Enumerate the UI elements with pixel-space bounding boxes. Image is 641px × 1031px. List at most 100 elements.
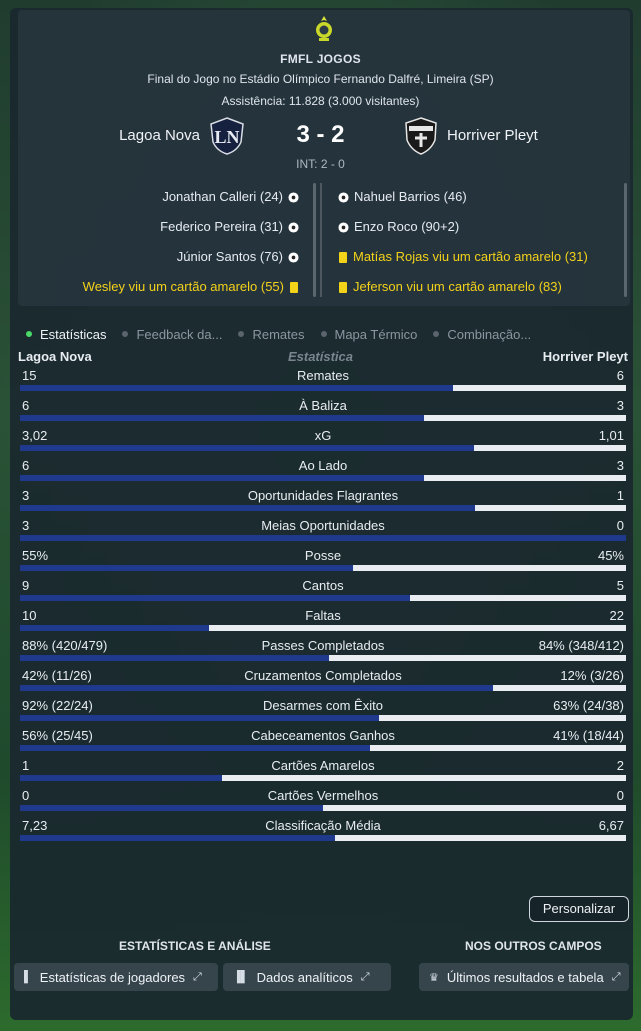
yellow-card-icon xyxy=(339,251,347,263)
tab-feedback[interactable]: Feedback da... xyxy=(122,327,222,342)
stat-label: Cabeceamentos Ganhos xyxy=(251,728,395,743)
stats-column-middle: Estatística xyxy=(287,349,354,364)
stat-away-value: 45% xyxy=(597,548,624,563)
tab-heatmap[interactable]: Mapa Térmico xyxy=(320,327,417,342)
yellow-card-icon xyxy=(339,281,347,293)
tab-label: Estatísticas xyxy=(40,326,107,342)
stat-bar xyxy=(20,685,626,691)
event-yellow-card[interactable]: Matías Rojas viu um cartão amarelo (31) xyxy=(333,242,588,272)
stat-row: 88% (420/479) Passes Completados 84% (348/… xyxy=(20,636,626,666)
home-crest-icon[interactable]: LN xyxy=(207,116,247,156)
tab-shots[interactable]: Remates xyxy=(238,327,305,342)
stat-away-value: 6,67 xyxy=(598,818,624,833)
stat-label: Classificação Média xyxy=(265,818,381,833)
stat-bar-home-fill xyxy=(20,775,222,781)
ball-icon xyxy=(288,221,299,233)
event-text: Nahuel Barrios (46) xyxy=(354,189,467,204)
event-goal[interactable]: Federico Pereira (31) xyxy=(83,212,304,242)
stat-home-value: 3,02 xyxy=(22,428,48,443)
tab-dot-icon xyxy=(238,331,245,337)
external-link-icon: ⤢ xyxy=(360,970,370,983)
stat-label: Faltas xyxy=(305,608,341,623)
event-goal[interactable]: Enzo Roco (90+2) xyxy=(333,212,588,242)
stat-bar xyxy=(20,505,626,511)
stat-home-value: 42% (11/26) xyxy=(22,668,92,683)
stat-label: À Baliza xyxy=(299,398,347,413)
stats-column-home: Lagoa Nova xyxy=(18,349,92,364)
stat-bar xyxy=(20,715,626,721)
stats-table: 15 Remates 6 6 À Baliza 3 3,02 xG 1,01 6 Ao Lado 3 3… xyxy=(20,366,626,846)
event-text: Enzo Roco (90+2) xyxy=(354,219,460,234)
venue-text: Final do Jogo no Estádio Olímpico Fernan… xyxy=(147,72,494,86)
event-text: Jonathan Calleri (24) xyxy=(162,189,283,204)
event-goal[interactable]: Júnior Santos (76) xyxy=(83,242,304,272)
stat-bar xyxy=(20,445,626,451)
stat-away-value: 2 xyxy=(616,758,624,773)
event-yellow-card[interactable]: Jeferson viu um cartão amarelo (83) xyxy=(333,272,588,302)
latest-results-button[interactable]: ♛ Últimos resultados e tabela ⤢ xyxy=(419,963,629,991)
stat-bar xyxy=(20,535,626,541)
stat-bar-home-fill xyxy=(20,595,410,601)
external-link-icon: ⤢ xyxy=(193,970,202,983)
stat-away-value: 0 xyxy=(616,518,624,533)
stat-home-value: 3 xyxy=(22,488,30,503)
stats-tabs: Estatísticas Feedback da... Remates Mapa… xyxy=(18,318,630,350)
stat-row: 0 Cartões Vermelhos 0 xyxy=(20,786,626,816)
event-text: Jeferson viu um cartão amarelo (83) xyxy=(353,279,562,294)
stat-row: 42% (11/26) Cruzamentos Completados 12% (3… xyxy=(20,666,626,696)
stat-home-value: 9 xyxy=(22,578,30,593)
player-stats-label: Estatísticas de jogadores xyxy=(39,969,186,985)
stat-bar xyxy=(20,625,626,631)
stat-home-value: 7,23 xyxy=(22,818,48,833)
ball-icon xyxy=(338,221,349,233)
event-text: Federico Pereira (31) xyxy=(160,219,283,234)
customize-button[interactable]: Personalizar xyxy=(529,896,629,922)
stat-home-value: 88% (420/479) xyxy=(22,638,108,653)
stat-row: 3 Oportunidades Flagrantes 1 xyxy=(20,486,626,516)
stat-bar xyxy=(20,565,626,571)
stat-away-value: 6 xyxy=(616,368,624,383)
svg-text:LN: LN xyxy=(214,127,239,147)
stat-away-value: 63% (24/38) xyxy=(553,698,624,713)
tab-statistics[interactable]: Estatísticas xyxy=(26,327,106,342)
stat-bar xyxy=(20,775,626,781)
stat-bar xyxy=(20,595,626,601)
stat-bar-home-fill xyxy=(20,505,475,511)
home-team-name[interactable]: Lagoa Nova xyxy=(119,127,200,144)
stat-away-value: 12% (3/26) xyxy=(560,668,624,683)
away-crest-icon[interactable] xyxy=(401,116,441,156)
stat-home-value: 15 xyxy=(22,368,37,383)
ball-icon xyxy=(288,191,299,203)
section-title-analysis: ESTATÍSTICAS E ANÁLISE xyxy=(119,939,271,953)
tab-combination[interactable]: Combinação... xyxy=(433,327,531,342)
tab-dot-icon xyxy=(433,331,440,337)
stat-home-value: 56% (25/45) xyxy=(22,728,93,743)
halftime-score: INT: 2 - 0 xyxy=(296,157,345,171)
stat-bar-home-fill xyxy=(20,445,474,451)
stat-row: 6 Ao Lado 3 xyxy=(20,456,626,486)
stat-label: Posse xyxy=(304,548,342,563)
external-link-icon: ⤢ xyxy=(611,970,621,983)
event-goal[interactable]: Jonathan Calleri (24) xyxy=(83,182,304,212)
event-yellow-card[interactable]: Wesley viu um cartão amarelo (55) xyxy=(83,272,304,302)
player-stats-button[interactable]: ▌ Estatísticas de jogadores ⤢ xyxy=(14,963,218,991)
analytics-button[interactable]: ▐▌ Dados analíticos ⤢ xyxy=(223,963,391,991)
event-text: Matías Rojas viu um cartão amarelo (31) xyxy=(353,249,588,264)
stat-bar-home-fill xyxy=(20,655,330,661)
stat-label: Desarmes com Êxito xyxy=(263,698,383,713)
home-events-scrollbar[interactable] xyxy=(313,183,316,297)
away-events-scrollbar[interactable] xyxy=(624,183,627,297)
tab-dot-icon xyxy=(122,331,129,337)
stat-row: 9 Cantos 5 xyxy=(20,576,626,606)
stat-away-value: 84% (348/412) xyxy=(538,638,624,653)
stat-bar xyxy=(20,475,626,481)
competition-logo-icon xyxy=(316,16,332,41)
stats-column-away: Horriver Pleyt xyxy=(542,349,628,364)
stat-home-value: 55% xyxy=(22,548,49,563)
tab-label: Feedback da... xyxy=(136,326,223,342)
away-team-name[interactable]: Horriver Pleyt xyxy=(447,127,538,144)
event-goal[interactable]: Nahuel Barrios (46) xyxy=(333,182,588,212)
events-divider xyxy=(320,183,322,297)
stat-bar xyxy=(20,745,626,751)
stat-label: Cruzamentos Completados xyxy=(244,668,402,683)
